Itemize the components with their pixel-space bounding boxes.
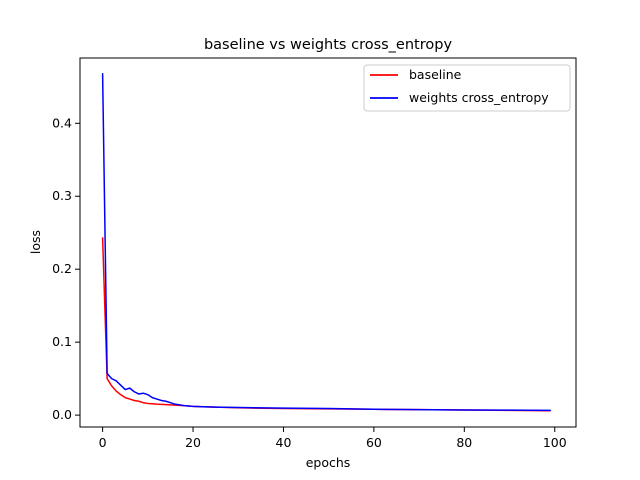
x-axis-label: epochs — [306, 455, 351, 470]
y-tick-label: 0.1 — [52, 334, 72, 349]
y-tick-label: 0.3 — [52, 188, 72, 203]
x-axis-ticks: 0 20 40 60 80 100 — [99, 427, 567, 450]
series-line-weights-cross-entropy — [101, 72, 551, 412]
x-tick-label: 40 — [276, 435, 292, 450]
y-tick-label: 0.2 — [52, 261, 72, 276]
series-group — [101, 72, 551, 412]
legend-label-baseline: baseline — [409, 67, 462, 82]
chart-title: baseline vs weights cross_entropy — [204, 37, 452, 53]
x-tick-label: 0 — [99, 435, 107, 450]
y-tick-label: 0.4 — [52, 115, 72, 130]
x-tick-label: 80 — [456, 435, 472, 450]
y-axis-ticks: 0.0 0.1 0.2 0.3 0.4 — [52, 115, 80, 422]
plot-area — [79, 57, 577, 428]
y-tick-label: 0.0 — [52, 407, 72, 422]
plot-frame — [79, 57, 577, 428]
x-tick-label: 60 — [366, 435, 382, 450]
x-tick-label: 20 — [185, 435, 201, 450]
legend-box — [363, 64, 571, 112]
legend-label-weights-cross-entropy: weights cross_entropy — [409, 90, 549, 105]
y-axis-label: loss — [28, 230, 43, 254]
legend: baseline weights cross_entropy — [363, 64, 571, 112]
x-tick-label: 100 — [543, 435, 567, 450]
